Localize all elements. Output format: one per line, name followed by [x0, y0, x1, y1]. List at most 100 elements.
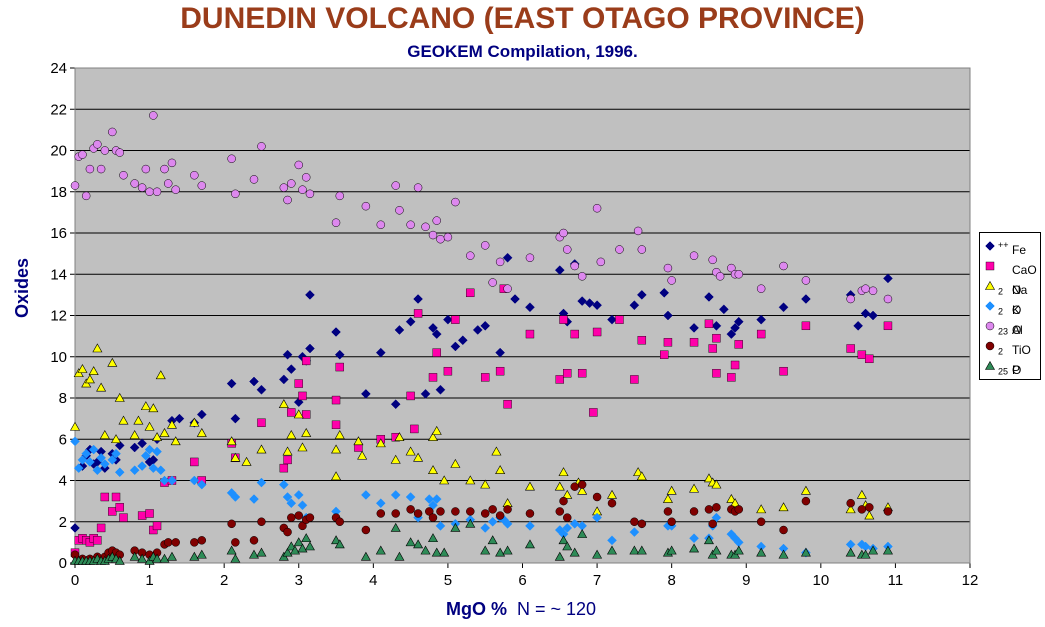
legend-marker — [985, 341, 995, 351]
point-na2o — [144, 421, 155, 431]
point-fe++ — [431, 329, 442, 339]
point-na2o — [353, 436, 364, 446]
point-na2o — [92, 343, 103, 353]
point-tio2 — [287, 513, 296, 522]
point-k2o — [189, 475, 200, 486]
point-cao — [111, 492, 121, 502]
point-cao — [108, 507, 117, 516]
legend-label: Na 2 O — [998, 283, 1028, 297]
point-tio2 — [480, 509, 490, 518]
point-al2o3 — [432, 216, 441, 225]
point-na2o — [726, 493, 737, 503]
point-al2o3 — [137, 183, 147, 192]
point-k2o — [148, 463, 159, 473]
point-al2o3 — [436, 234, 445, 244]
point-fe++ — [853, 320, 863, 331]
point-fe++ — [510, 294, 520, 304]
point-cao — [283, 455, 292, 465]
legend-marker — [984, 360, 996, 370]
point-fe++ — [331, 327, 341, 337]
point-cao — [406, 391, 415, 401]
point-tio2 — [257, 517, 266, 526]
point-al2o3 — [779, 261, 788, 271]
point-k2o — [293, 490, 304, 500]
point-k2o — [525, 521, 535, 531]
point-k2o — [129, 465, 140, 476]
point-na2o — [148, 403, 159, 413]
point-cao — [734, 340, 743, 349]
point-p2o5 — [502, 545, 513, 555]
point-tio2 — [495, 511, 505, 520]
point-cao — [190, 457, 199, 467]
point-k2o — [390, 490, 401, 500]
point-tio2 — [704, 505, 714, 514]
point-al2o3 — [119, 171, 128, 180]
point-cao — [331, 420, 341, 430]
point-p2o5 — [405, 537, 416, 547]
point-cao — [779, 366, 788, 376]
point-p2o5 — [558, 535, 569, 545]
point-na2o — [152, 432, 163, 441]
point-k2o — [256, 477, 267, 488]
point-tio2 — [503, 505, 512, 514]
point-al2o3 — [868, 286, 878, 295]
point-al2o3 — [577, 272, 587, 281]
point-na2o — [864, 510, 875, 520]
point-p2o5 — [248, 549, 260, 559]
point-tio2 — [197, 536, 207, 545]
point-fe++ — [756, 314, 767, 325]
point-fe++ — [480, 320, 491, 331]
point-k2o — [73, 463, 84, 473]
x-axis-label: MgO % N = ~ 120 — [446, 599, 596, 620]
legend-marker-shape — [985, 241, 995, 251]
point-p2o5 — [375, 545, 386, 555]
point-al2o3 — [145, 187, 154, 196]
point-al2o3 — [257, 142, 266, 151]
point-al2o3 — [559, 228, 568, 238]
point-p2o5 — [360, 551, 371, 561]
point-na2o — [69, 421, 81, 431]
point-cao — [577, 369, 587, 378]
point-fe++ — [778, 302, 789, 313]
point-al2o3 — [141, 164, 151, 174]
point-cao — [637, 336, 647, 345]
point-p2o5 — [290, 545, 301, 555]
point-k2o — [152, 446, 162, 457]
point-p2o5 — [439, 547, 450, 557]
point-cao — [704, 319, 714, 328]
point-p2o5 — [756, 547, 767, 557]
point-cao — [466, 288, 475, 298]
y-tick-label: 16 — [50, 225, 67, 242]
point-na2o — [480, 479, 491, 489]
point-tio2 — [391, 509, 400, 518]
point-cao — [145, 509, 154, 518]
point-fe++ — [196, 409, 207, 420]
point-k2o — [607, 535, 617, 546]
point-al2o3 — [108, 127, 117, 137]
point-al2o3 — [301, 173, 311, 182]
point-al2o3 — [130, 179, 139, 188]
point-fe++ — [129, 442, 140, 453]
x-tick-label: 8 — [667, 572, 675, 589]
point-p2o5 — [159, 553, 170, 563]
x-tick-label: 4 — [369, 572, 377, 589]
point-tio2 — [708, 519, 717, 529]
point-tio2 — [756, 517, 766, 526]
point-p2o5 — [230, 553, 241, 563]
point-cao — [689, 338, 699, 347]
point-k2o — [114, 467, 125, 478]
point-tio2 — [857, 505, 867, 514]
y-axis-label: Oxides — [12, 257, 32, 318]
point-p2o5 — [420, 545, 431, 555]
legend-marker-shape — [984, 280, 996, 290]
point-fe++ — [226, 378, 237, 389]
point-tio2 — [801, 496, 811, 506]
point-p2o5 — [868, 545, 879, 555]
point-p2o5 — [524, 539, 535, 549]
point-al2o3 — [395, 206, 404, 215]
point-fe++ — [405, 316, 416, 327]
point-fe++ — [525, 302, 535, 313]
y-tick-label: 22 — [50, 101, 67, 118]
point-fe++ — [137, 438, 147, 449]
